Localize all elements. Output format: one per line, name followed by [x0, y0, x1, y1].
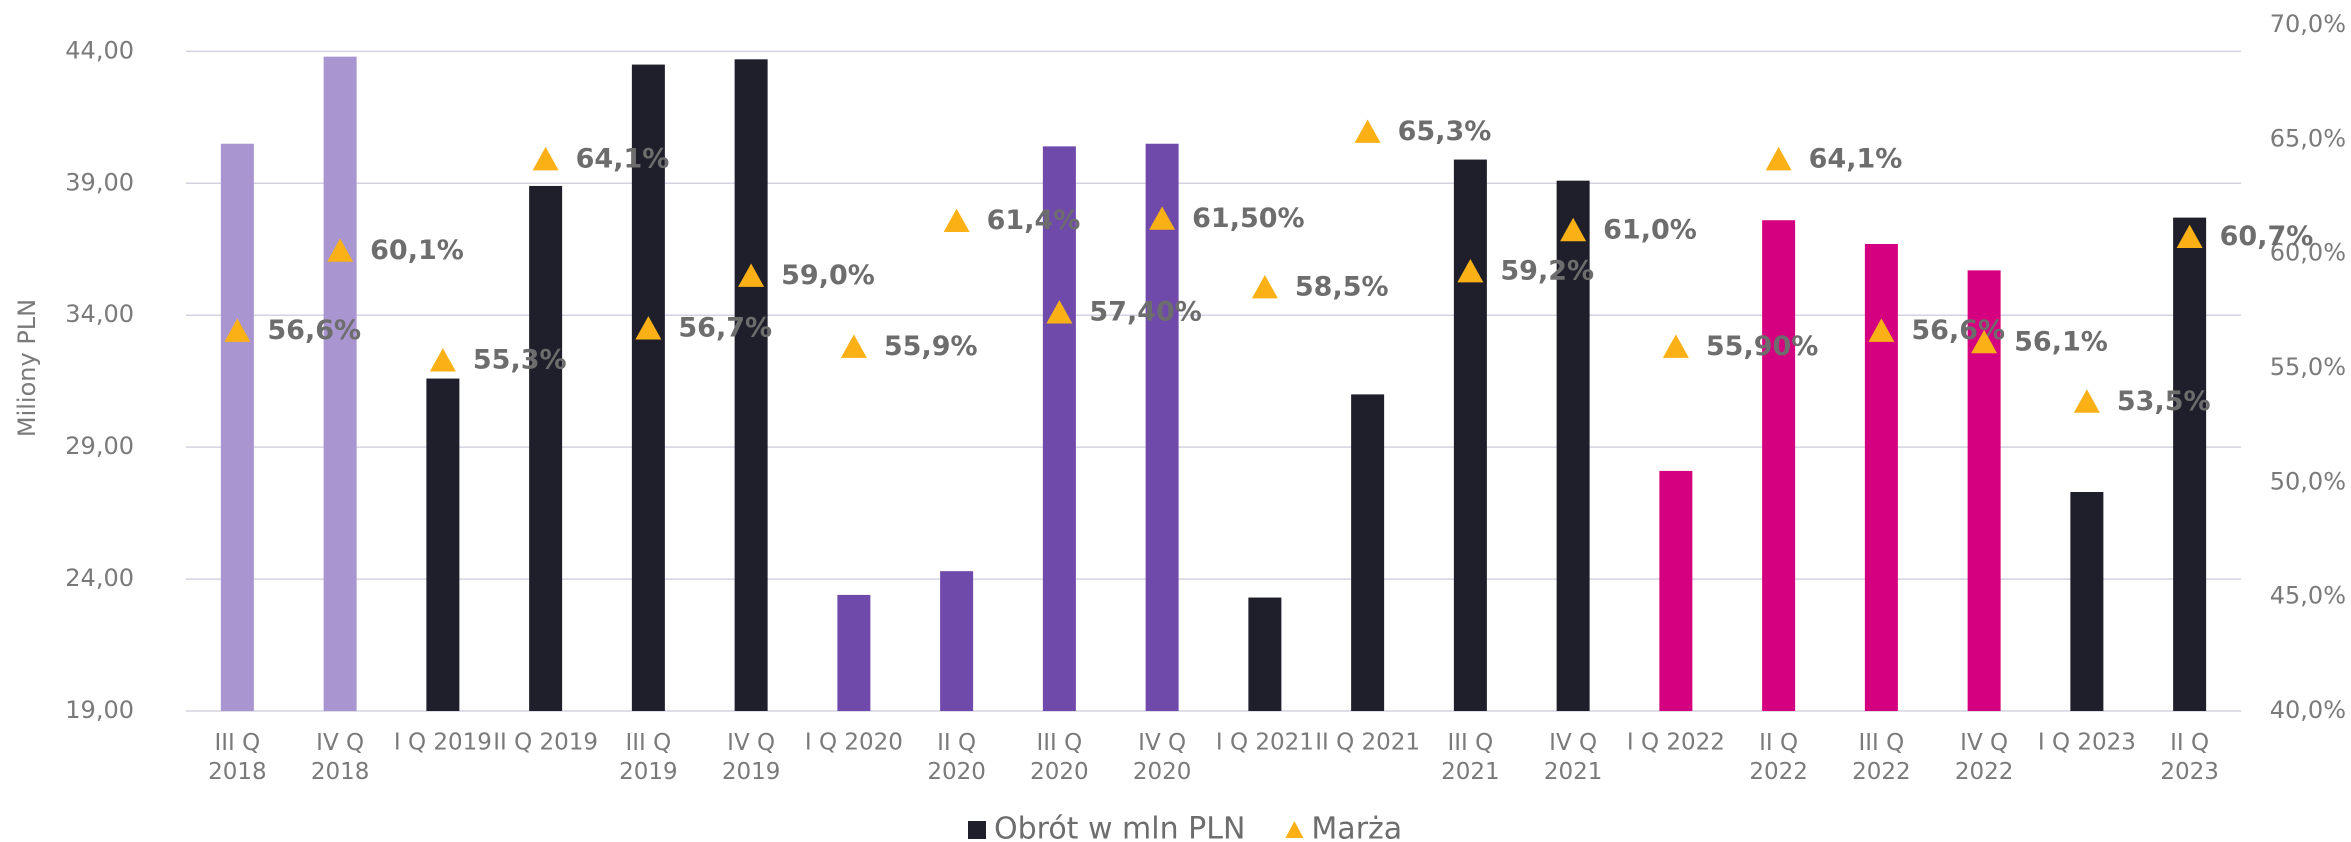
bar [323, 56, 357, 711]
data-label: 53,5% [2117, 386, 2211, 417]
marker [1046, 300, 1073, 324]
bar [2070, 492, 2104, 711]
marker [429, 348, 456, 372]
x-tick-label: III Q 2022 [1852, 730, 1911, 785]
data-label: 61,50% [1192, 203, 1304, 234]
bar [2173, 217, 2207, 711]
bar [1762, 220, 1796, 711]
data-label: 60,7% [2220, 221, 2314, 252]
x-tick-label: I Q 2021 [1216, 730, 1314, 756]
data-label: 56,6% [267, 315, 361, 346]
y2-tick-label: 70,0% [2270, 10, 2346, 38]
bar [1351, 394, 1385, 711]
x-tick-label: III Q 2021 [1441, 730, 1500, 785]
marker [1251, 274, 1278, 299]
bar [1248, 597, 1282, 711]
bar [1659, 470, 1693, 711]
x-tick-label: IV Q 2020 [1133, 730, 1192, 785]
x-tick-label: IV Q 2021 [1544, 730, 1603, 785]
legend-label: Marża [1311, 812, 1402, 842]
x-tick-label: I Q 2020 [805, 730, 903, 756]
data-label: 56,6% [1911, 315, 2005, 346]
bar [940, 571, 974, 711]
bar [631, 64, 665, 712]
legend-swatch [1285, 821, 1304, 838]
data-label: 56,7% [678, 313, 772, 344]
legend-swatch [968, 821, 986, 839]
marker [1457, 258, 1484, 283]
y-tick-label: 24,00 [65, 564, 134, 592]
x-tick-label: II Q 2022 [1749, 730, 1808, 785]
x-tick-label: IV Q 2022 [1955, 730, 2014, 785]
data-label: 60,1% [370, 235, 464, 266]
x-tick-label: I Q 2022 [1627, 730, 1725, 756]
marker [224, 318, 251, 342]
data-label: 55,3% [473, 345, 567, 376]
marker [2073, 389, 2100, 413]
data-label: 55,9% [884, 331, 978, 362]
marker [327, 238, 354, 262]
bar [1145, 143, 1179, 711]
x-tick-label: III Q 2019 [619, 730, 678, 785]
data-label: 64,1% [576, 143, 670, 174]
y-tick-label: 34,00 [65, 300, 134, 328]
x-tick-label: I Q 2019 [394, 730, 492, 756]
y2-tick-label: 60,0% [2270, 239, 2346, 267]
x-tick-label: II Q 2021 [1315, 730, 1420, 756]
x-tick-label: III Q 2020 [1030, 730, 1089, 785]
x-tick-label: IV Q 2019 [722, 730, 781, 785]
bar [837, 594, 871, 711]
y2-tick-label: 40,0% [2270, 696, 2346, 724]
y-tick-label: 19,00 [65, 696, 134, 724]
x-tick-label: III Q 2018 [208, 730, 267, 785]
marker [1971, 329, 1998, 354]
y2-tick-label: 50,0% [2270, 467, 2346, 495]
data-label: 59,2% [1500, 255, 1594, 286]
marker [1354, 119, 1381, 143]
bar [734, 59, 768, 712]
data-label: 59,0% [781, 260, 875, 291]
y-axis-title: Miliony PLN [13, 299, 41, 437]
marker [635, 316, 662, 340]
bar [1042, 146, 1076, 711]
marker [943, 208, 970, 233]
data-label: 57,40% [1089, 297, 1201, 328]
y-tick-label: 39,00 [65, 168, 134, 196]
legend-label: Obrót w mln PLN [994, 812, 1245, 842]
marker [840, 334, 867, 358]
marker [532, 146, 559, 171]
marker [1149, 206, 1176, 230]
x-tick-label: II Q 2020 [927, 730, 986, 785]
data-label: 55,90% [1706, 331, 1818, 362]
marker [1662, 334, 1689, 358]
data-label: 65,3% [1398, 116, 1492, 147]
bar [529, 185, 563, 711]
data-label: 61,4% [987, 205, 1081, 236]
data-label: 64,1% [1809, 143, 1903, 174]
marker [1868, 318, 1895, 342]
bar [220, 143, 254, 711]
x-tick-label: IV Q 2018 [311, 730, 370, 785]
marker [738, 263, 765, 287]
x-tick-label: II Q 2023 [2160, 730, 2219, 785]
data-label: 61,0% [1603, 214, 1697, 245]
data-label: 58,5% [1295, 271, 1389, 302]
y2-tick-label: 65,0% [2270, 124, 2346, 152]
y-tick-label: 29,00 [65, 432, 134, 460]
bar [1864, 243, 1898, 711]
x-tick-label: I Q 2023 [2038, 730, 2136, 756]
bar [1556, 180, 1590, 711]
bar [426, 378, 460, 711]
marker [1560, 217, 1587, 242]
data-label: 56,1% [2014, 326, 2108, 357]
marker [2176, 224, 2203, 249]
x-tick-label: II Q 2019 [493, 730, 598, 756]
marker [1765, 146, 1792, 171]
y2-tick-label: 45,0% [2270, 582, 2346, 610]
y-tick-label: 44,00 [65, 36, 134, 64]
y2-tick-label: 55,0% [2270, 353, 2346, 381]
bar [1453, 159, 1487, 712]
